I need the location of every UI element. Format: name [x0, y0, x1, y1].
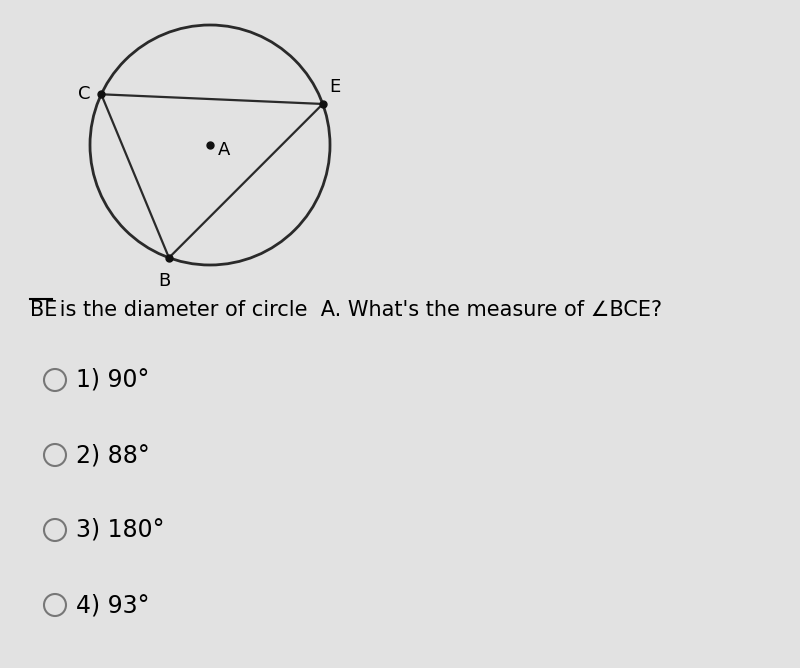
Text: E: E: [329, 78, 340, 96]
Text: 4) 93°: 4) 93°: [76, 593, 150, 617]
Text: 1) 90°: 1) 90°: [76, 368, 150, 392]
Text: C: C: [78, 86, 90, 104]
Text: BE: BE: [30, 300, 58, 320]
Text: B: B: [158, 272, 170, 290]
Text: 2) 88°: 2) 88°: [76, 443, 150, 467]
Text: is the diameter of circle  A. What's the measure of ∠BCE?: is the diameter of circle A. What's the …: [53, 300, 662, 320]
Text: 3) 180°: 3) 180°: [76, 518, 165, 542]
Text: A: A: [218, 141, 230, 159]
